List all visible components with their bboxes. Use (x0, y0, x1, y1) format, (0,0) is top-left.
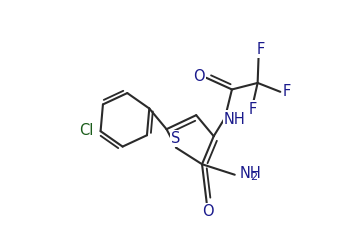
Text: 2: 2 (250, 172, 258, 182)
Text: F: F (283, 84, 291, 99)
Text: F: F (249, 102, 257, 117)
Text: NH: NH (239, 166, 261, 181)
Text: O: O (202, 204, 213, 219)
Text: NH: NH (224, 112, 246, 127)
Text: Cl: Cl (79, 123, 94, 138)
Text: S: S (171, 131, 181, 146)
Text: F: F (257, 42, 265, 57)
Text: O: O (193, 69, 205, 84)
